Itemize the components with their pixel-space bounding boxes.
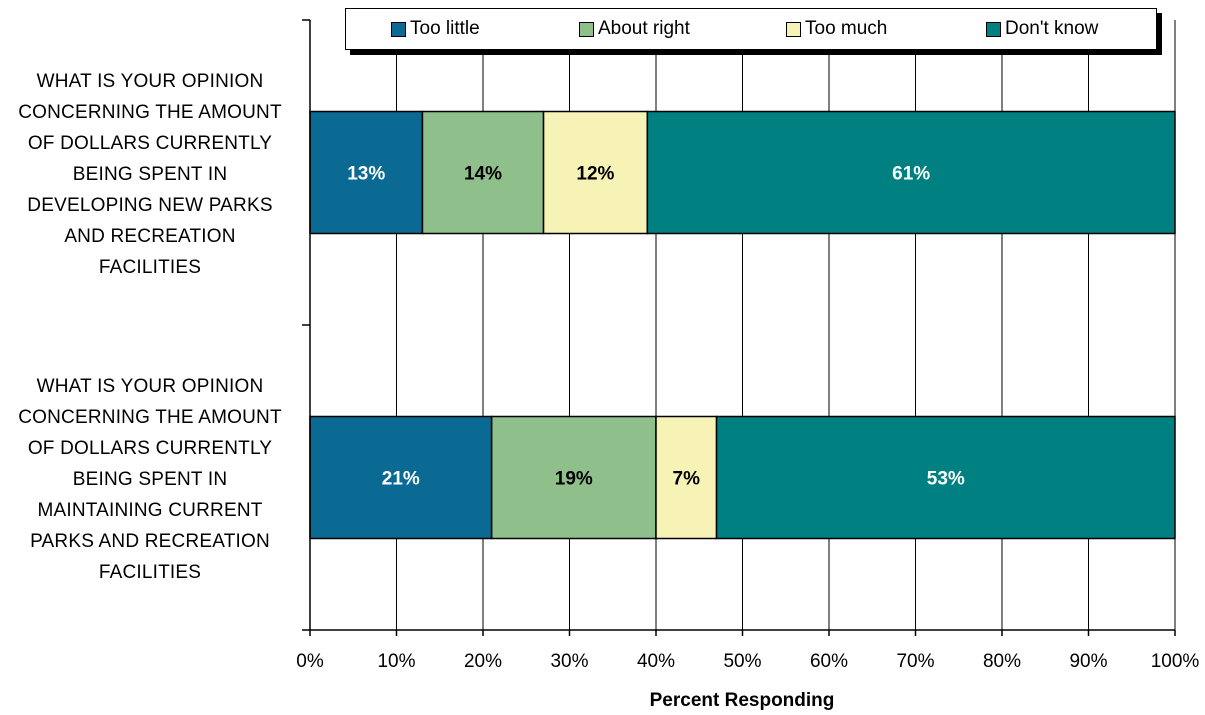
- x-tick-label: 20%: [464, 651, 502, 672]
- category-label-line: WHAT IS YOUR OPINION: [36, 376, 264, 397]
- category-label-line: CONCERNING THE AMOUNT: [18, 102, 282, 123]
- bar-segment: [715, 415, 1176, 540]
- data-label: 12%: [576, 164, 614, 185]
- legend-item: Too little: [391, 18, 480, 40]
- bar-segment: [421, 110, 545, 235]
- category-label-line: CONCERNING THE AMOUNT: [18, 407, 282, 428]
- legend-label: About right: [598, 18, 690, 39]
- x-tick-labels: 0% 10% 20% 30% 40% 50% 60% 70% 80% 90% 100%: [296, 651, 1199, 672]
- x-tick-label: 10%: [377, 651, 415, 672]
- category-label-line: WHAT IS YOUR OPINION: [36, 71, 264, 92]
- legend-label: Don't know: [1005, 18, 1099, 39]
- category-label: WHAT IS YOUR OPINION CONCERNING THE AMOUN…: [0, 371, 300, 588]
- category-label: WHAT IS YOUR OPINION CONCERNING THE AMOUN…: [0, 66, 300, 283]
- x-tick-label: 70%: [896, 651, 934, 672]
- legend-item: About right: [579, 18, 690, 40]
- x-axis-label: Percent Responding: [650, 690, 835, 711]
- x-tick-label: 40%: [637, 651, 675, 672]
- category-label-line: DEVELOPING NEW PARKS: [27, 195, 273, 216]
- legend-swatch: [786, 21, 801, 37]
- legend: Too little About right Too much Don't know: [345, 8, 1157, 50]
- legend-label: Too little: [410, 18, 480, 39]
- data-label: 14%: [464, 164, 502, 185]
- x-tick-label: 60%: [810, 651, 848, 672]
- legend-swatch: [391, 21, 406, 37]
- category-label-line: MAINTAINING CURRENT: [37, 500, 263, 521]
- data-label: 13%: [347, 164, 385, 185]
- x-tick-label: 0%: [296, 651, 324, 672]
- axes: [302, 19, 1176, 636]
- legend-swatch: [579, 21, 594, 37]
- bar-segment: [646, 110, 1176, 235]
- category-label-line: OF DOLLARS CURRENTLY: [27, 133, 273, 154]
- x-tick-label: 80%: [983, 651, 1021, 672]
- legend-label: Too much: [805, 18, 888, 39]
- x-tick-label: 50%: [723, 651, 761, 672]
- legend-item: Don't know: [986, 18, 1098, 40]
- category-label-line: OF DOLLARS CURRENTLY: [27, 438, 273, 459]
- category-label-line: PARKS AND RECREATION: [30, 531, 270, 552]
- bar-segment: [542, 110, 649, 235]
- category-label-line: BEING SPENT IN: [72, 164, 228, 185]
- bar-segment: [309, 110, 424, 235]
- category-label-line: BEING SPENT IN: [72, 469, 228, 490]
- x-tick-label: 30%: [550, 651, 588, 672]
- x-tick-label: 100%: [1151, 651, 1200, 672]
- category-label-line: FACILITIES: [98, 257, 202, 278]
- bar-segment: [309, 415, 493, 540]
- x-tick-label: 90%: [1069, 651, 1107, 672]
- legend-swatch: [986, 21, 1001, 37]
- data-label: 61%: [892, 164, 930, 185]
- category-label-line: AND RECREATION: [64, 226, 236, 247]
- data-label: 19%: [555, 469, 593, 490]
- data-label: 7%: [673, 469, 701, 490]
- data-label: 21%: [382, 469, 420, 490]
- data-label: 53%: [927, 469, 965, 490]
- category-label-line: FACILITIES: [98, 562, 202, 583]
- bars: 13% 14% 12% 61% 21% 19% 7% 53%: [309, 110, 1176, 540]
- bar-segment: [490, 415, 657, 540]
- legend-item: Too much: [786, 18, 887, 40]
